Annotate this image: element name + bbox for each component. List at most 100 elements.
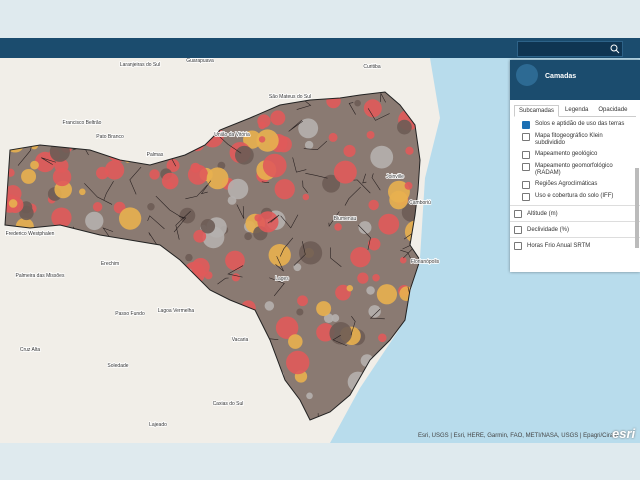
- city-label: Erechim: [101, 261, 119, 267]
- soil-patch: [104, 160, 125, 180]
- sublayer-item: Mapeamento geomorfológico (RADAM): [522, 163, 632, 177]
- layer-list: Altitude (m) Declividade (%) Horas Frio An…: [510, 205, 640, 253]
- soil-patch: [262, 153, 287, 178]
- scrollbar[interactable]: [635, 168, 639, 248]
- soil-patch: [191, 257, 210, 277]
- municipal-boundary: [293, 241, 306, 266]
- checkbox[interactable]: [522, 133, 530, 141]
- soil-patch: [149, 169, 160, 180]
- soil-patch: [21, 168, 37, 184]
- municipal-boundary: [84, 183, 113, 205]
- soil-patch: [193, 229, 207, 243]
- soil-patch: [366, 131, 375, 139]
- soil-patch: [185, 253, 193, 262]
- municipal-boundary: [367, 108, 390, 121]
- checkbox[interactable]: [514, 225, 522, 234]
- soil-patch: [299, 241, 323, 265]
- municipal-boundary: [103, 181, 114, 201]
- tab[interactable]: Subcamadas: [514, 105, 560, 117]
- city-label: Camboriú: [409, 200, 431, 206]
- soil-patch: [274, 178, 295, 200]
- checkbox[interactable]: [514, 209, 522, 218]
- layer-panel: Camadas Subcamadas Legenda Opacidade Solos…: [510, 60, 640, 272]
- city-label: Vacaria: [232, 337, 249, 343]
- sublayer-item: Mapeamento geológico: [522, 151, 632, 159]
- panel-title: Camadas: [545, 73, 577, 80]
- tab[interactable]: Legenda: [565, 107, 589, 113]
- soil-patch: [343, 144, 356, 158]
- sublayer-label: Solos e aptidão de uso das terras: [535, 121, 625, 127]
- municipal-boundary: [148, 232, 159, 248]
- checkbox[interactable]: [514, 241, 522, 250]
- soil-patch: [334, 223, 342, 231]
- municipal-boundary: [369, 308, 385, 320]
- city-label: São Mateus do Sul: [269, 94, 311, 100]
- soil-patch: [244, 232, 252, 241]
- city-label: Caxias do Sul: [213, 401, 244, 407]
- tab[interactable]: Opacidade: [598, 107, 628, 113]
- municipal-boundary: [305, 173, 328, 179]
- soil-patch: [231, 273, 241, 282]
- soil-patch: [256, 129, 279, 152]
- soil-patch: [399, 256, 407, 264]
- layer-label: Horas Frio Anual SRTM: [527, 242, 591, 249]
- municipal-boundary: [269, 277, 285, 297]
- soil-patch: [376, 284, 398, 305]
- checkbox[interactable]: [522, 121, 530, 129]
- checkbox[interactable]: [522, 193, 530, 201]
- municipal-boundary: [330, 247, 342, 267]
- soil-patch: [368, 199, 379, 211]
- search-icon[interactable]: [610, 44, 620, 54]
- soil-patch: [372, 273, 380, 282]
- sublayer-label: Regiões Agroclimáticas: [535, 181, 598, 187]
- soil-patch: [243, 130, 262, 149]
- soil-patch: [378, 213, 400, 235]
- soil-patch: [293, 263, 302, 272]
- soil-patch: [363, 99, 382, 118]
- soil-patch: [96, 166, 109, 180]
- sublayer-item: Uso e cobertura do solo (IFF): [522, 193, 632, 201]
- municipal-boundary: [279, 237, 294, 257]
- city-label: Laranjeiras do Sul: [120, 62, 160, 68]
- soil-patch: [297, 295, 308, 307]
- city-label: Lagoa Vermelha: [158, 308, 195, 314]
- soil-patch: [306, 392, 313, 400]
- soil-patch: [358, 221, 372, 235]
- search-box[interactable]: [517, 41, 623, 57]
- checkbox[interactable]: [522, 181, 530, 189]
- soil-patch: [85, 211, 104, 231]
- soil-patch: [275, 316, 299, 340]
- city-label: Francisco Beltrão: [63, 120, 102, 126]
- checkbox[interactable]: [522, 163, 530, 171]
- soil-patch: [328, 132, 338, 142]
- municipal-boundary: [358, 224, 371, 251]
- soil-patch: [350, 246, 371, 268]
- city-label: Florianópolis: [411, 259, 440, 265]
- municipal-boundary: [362, 173, 367, 184]
- soil-patch: [286, 350, 310, 375]
- soil-patch: [257, 211, 279, 233]
- soil-patch: [225, 250, 245, 271]
- soil-patch: [298, 118, 319, 139]
- layer-item: Horas Frio Anual SRTM: [510, 237, 640, 253]
- city-label: Curitiba: [363, 64, 380, 70]
- city-label: Joinville: [386, 174, 404, 180]
- soil-patch: [370, 145, 394, 169]
- soil-patch: [179, 207, 196, 224]
- soil-patch: [405, 146, 414, 155]
- soil-patch: [404, 181, 413, 190]
- layer-item: Altitude (m): [510, 205, 640, 221]
- soil-patch: [366, 286, 375, 295]
- layers-icon[interactable]: [516, 64, 538, 86]
- soil-patch: [323, 313, 334, 324]
- sublayer-item: Solos e aptidão de uso das terras: [522, 121, 632, 129]
- checkbox[interactable]: [522, 151, 530, 159]
- sublayer-label: Mapeamento geológico: [535, 151, 598, 157]
- city-label: Cruz Alta: [20, 347, 41, 353]
- municipal-boundary: [353, 179, 371, 194]
- soil-patch: [367, 237, 381, 251]
- sublayer-item: Regiões Agroclimáticas: [522, 181, 632, 189]
- soil-patch: [316, 301, 332, 317]
- soil-patch: [296, 308, 304, 316]
